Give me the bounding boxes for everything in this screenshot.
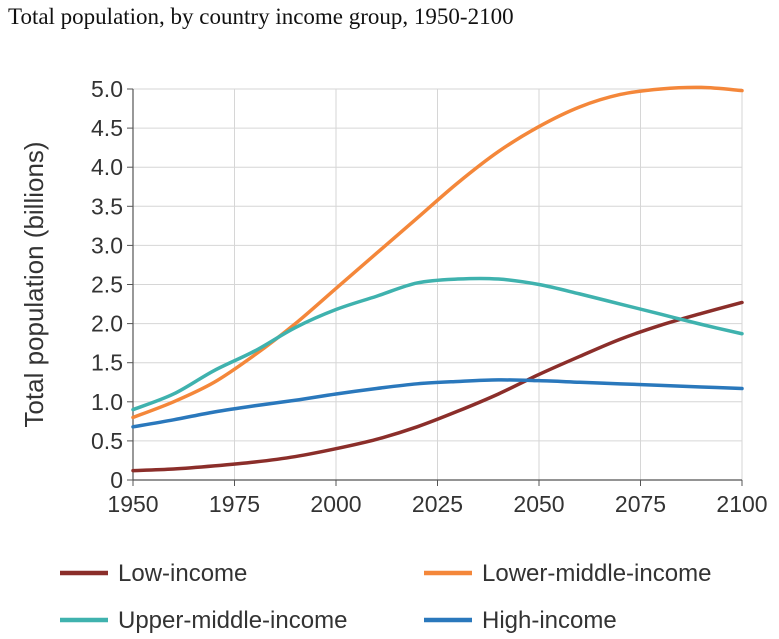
x-tick-label: 2100 [716, 491, 767, 517]
y-tick-label: 4.0 [91, 154, 123, 180]
series-line-low-income [131, 300, 744, 473]
x-tick-label: 2025 [412, 491, 463, 517]
y-tick-label: 2.5 [91, 272, 123, 298]
y-tick-label: 1.5 [91, 350, 123, 376]
y-axis-title: Total population (billions) [19, 141, 49, 427]
series-line-lower-middle-income [131, 85, 744, 420]
y-tick-label: 3.5 [91, 193, 123, 219]
x-tick-label: 2000 [310, 491, 361, 517]
y-tick-label: 1.0 [91, 389, 123, 415]
y-tick-label: 2.0 [91, 311, 123, 337]
series-line-high-income [131, 378, 744, 429]
x-tick-label: 1975 [209, 491, 260, 517]
legend-label-upper-middle-income: Upper-middle-income [118, 607, 347, 634]
y-tick-label: 0 [110, 467, 123, 493]
chart-title: Total population, by country income grou… [8, 4, 514, 29]
legend-label-lower-middle-income: Lower-middle-income [482, 560, 711, 587]
y-tick-label: 4.5 [91, 115, 123, 141]
series-line-upper-middle-income [131, 276, 744, 412]
y-tick-label: 5.0 [91, 76, 123, 102]
x-tick-label: 2050 [513, 491, 564, 517]
y-tick-label: 0.5 [91, 428, 123, 454]
y-tick-label: 3.0 [91, 232, 123, 258]
legend-label-high-income: High-income [482, 607, 617, 634]
x-tick-label: 2075 [615, 491, 666, 517]
legend-label-low-income: Low-income [118, 560, 247, 587]
x-tick-label: 1950 [107, 491, 158, 517]
